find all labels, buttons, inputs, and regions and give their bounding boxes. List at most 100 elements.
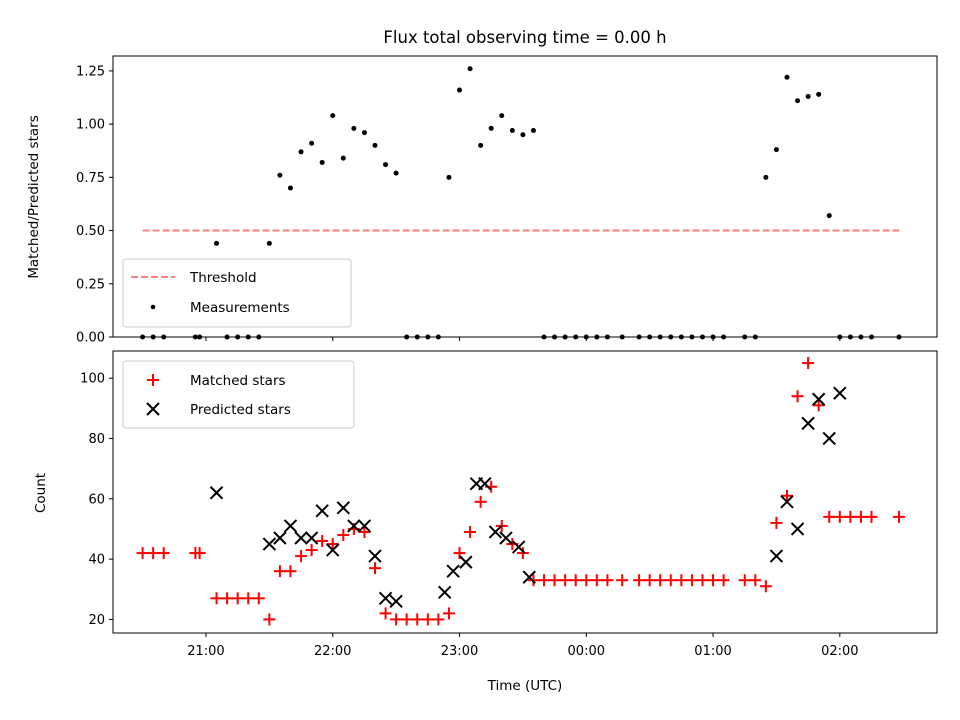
matched-star-point [390, 613, 403, 626]
predicted-star-point [378, 591, 393, 606]
bottom-legend-box [122, 360, 355, 429]
predicted-star-point [811, 392, 826, 406]
top-x-axis [205, 337, 841, 341]
matched-star-point [664, 574, 677, 587]
measurement-point [383, 162, 389, 168]
predicted-star-point [822, 431, 836, 446]
measurement-point [214, 240, 220, 246]
measurement-point [330, 113, 336, 119]
bottom-x-tick-label: 23:00 [441, 644, 478, 659]
top-y-tick-label: 0.75 [76, 171, 105, 186]
matched-star-point [432, 613, 445, 626]
top-y-tick-label: 1.25 [76, 64, 105, 79]
bottom-x-tick-label: 22:00 [314, 644, 351, 659]
measurement-point [805, 93, 811, 99]
predicted-star-point [446, 564, 460, 578]
bottom-x-tick-label: 01:00 [694, 644, 731, 659]
matched-star-point [305, 544, 318, 557]
bottom-y-tick-label: 40 [88, 553, 105, 568]
matched-star-point [759, 580, 772, 593]
matched-star-point [802, 357, 815, 370]
matched-star-point [685, 574, 698, 587]
matched-star-point [316, 535, 329, 548]
measurement-point [372, 142, 378, 148]
measurement-point [319, 159, 325, 165]
measurement-point [784, 74, 790, 80]
predicted-star-point [368, 549, 382, 563]
measurement-point [446, 174, 452, 180]
bottom-y-tick-label: 20 [88, 613, 105, 628]
matched-star-point [738, 574, 751, 587]
bottom-legend: Matched stars Predicted stars [122, 360, 355, 429]
matched-star-point [696, 574, 709, 587]
top-panel: 0.00 0.25 0.50 0.75 1.00 1.25 Matched/Predict… [26, 55, 938, 346]
measurement-point [530, 128, 536, 134]
x-axis-label: Time (UTC) [487, 678, 563, 694]
predicted-star-point [833, 386, 847, 400]
matched-star-point [242, 592, 255, 605]
matched-star-point [823, 510, 836, 523]
matched-star-point [231, 592, 244, 605]
matched-star-point [844, 510, 857, 523]
bottom-axes-frame [112, 350, 938, 634]
matched-star-point [548, 574, 561, 587]
measurement-point [763, 174, 769, 180]
matched-star-point [263, 613, 276, 626]
predicted-star-point [336, 501, 351, 515]
measurement-point [287, 185, 293, 191]
predicted-star-point [326, 543, 340, 557]
matched-star-point [892, 510, 905, 523]
top-y-tick-label: 1.00 [76, 118, 105, 133]
measurement-point [266, 240, 272, 246]
matched-star-point [770, 516, 783, 529]
predicted-star-point [389, 594, 403, 609]
matched-star-point [337, 528, 350, 541]
matched-star-point [675, 574, 688, 587]
matched-stars-layer [136, 357, 905, 626]
matched-star-point [295, 550, 308, 563]
matched-star-point [833, 510, 846, 523]
matched-star-point [717, 574, 730, 587]
measurement-point [351, 125, 357, 131]
matched-star-point [474, 495, 487, 508]
legend-measurements-label: Measurements [190, 300, 290, 316]
matched-star-point [379, 607, 392, 620]
matched-star-point [400, 613, 413, 626]
matched-star-point [411, 613, 424, 626]
bottom-y-axis-label: Count [33, 473, 49, 513]
matched-star-point [147, 547, 160, 560]
predicted-star-point [511, 540, 526, 554]
matched-star-point [157, 547, 170, 560]
matched-star-point [421, 613, 434, 626]
predicted-star-point [459, 555, 473, 569]
predicted-star-point [522, 570, 536, 584]
predicted-star-point [499, 531, 513, 545]
measurement-point [340, 155, 346, 161]
bottom-y-axis: 20 40 60 80 100 [80, 372, 113, 628]
top-y-axis-label: Matched/Predicted stars [26, 115, 42, 278]
predicted-star-point [262, 537, 277, 551]
matched-star-point [442, 607, 455, 620]
matched-star-point [516, 547, 529, 560]
legend-measurements-swatch [150, 304, 156, 310]
predicted-star-point [294, 531, 308, 545]
predicted-star-point [438, 585, 452, 599]
top-y-tick-label: 0.50 [76, 224, 105, 239]
bottom-x-tick-label: 00:00 [568, 644, 605, 659]
matched-star-point [749, 574, 762, 587]
measurement-point [488, 125, 494, 131]
matched-star-point [812, 399, 825, 412]
predicted-star-point [780, 495, 794, 509]
matched-star-point [590, 574, 603, 587]
bottom-panel: 20 40 60 80 100 21:00 22:00 23:00 00:00 01:00 02:… [33, 350, 938, 694]
matched-star-point [136, 547, 149, 560]
matched-star-point [221, 592, 234, 605]
measurement-point [393, 170, 399, 176]
legend-matched-label: Matched stars [190, 373, 286, 389]
matched-star-point [559, 574, 572, 587]
top-axes-frame [112, 55, 938, 338]
predicted-star-point [273, 531, 287, 545]
top-y-tick-label: 0.00 [76, 331, 105, 346]
